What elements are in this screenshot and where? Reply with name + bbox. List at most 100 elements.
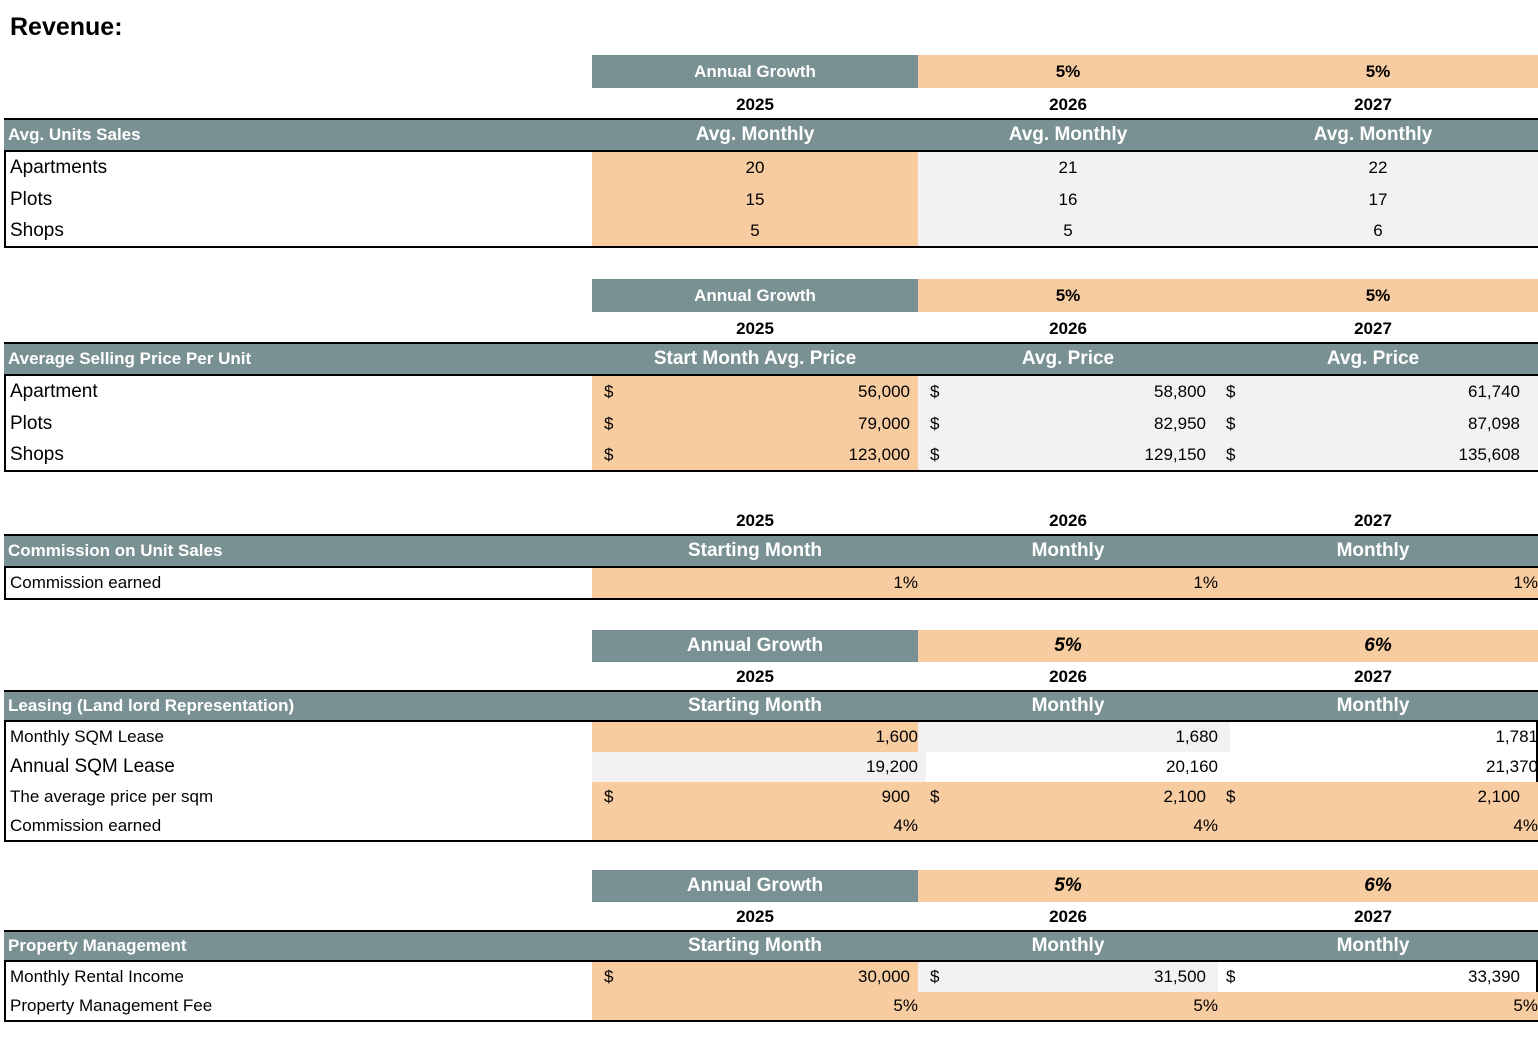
currency-symbol: $ — [604, 787, 614, 806]
units-shops-2027[interactable]: 6 — [1218, 216, 1538, 246]
rental-income-2027[interactable]: 33,390 — [1468, 967, 1520, 986]
row-label: Apartments — [10, 157, 108, 178]
commission-2027[interactable]: 1% — [1218, 568, 1538, 598]
cell-bg — [1218, 376, 1538, 408]
mgmt-fee-2026[interactable]: 5% — [918, 992, 1220, 1020]
growth-2027[interactable]: 5% — [1218, 55, 1538, 88]
price-col-2025: Start Month Avg. Price — [653, 348, 857, 369]
price-plots-2027[interactable]: 87,098 — [1468, 414, 1520, 433]
table-row: Plots $ 79,000 $ 82,950 $ 87,098 — [6, 408, 1538, 440]
year-2026: 2026 — [1049, 95, 1087, 114]
row-label: Shops — [10, 444, 64, 465]
price-table: Apartment $ 56,000 $ 58,800 $ 61,740 Plo… — [4, 376, 1538, 472]
leasing-commission-2027[interactable]: 4% — [1218, 812, 1538, 840]
mgmt-fee-2025[interactable]: 5% — [592, 992, 920, 1020]
leasing-monthly-2026[interactable]: 1,680 — [918, 722, 1230, 752]
growth-2026[interactable]: 5% — [918, 279, 1218, 312]
row-label: Shops — [10, 220, 64, 241]
price-plots-2026[interactable]: 82,950 — [1154, 414, 1206, 433]
rental-income-2026[interactable]: 31,500 — [1154, 967, 1206, 986]
leasing-monthly-2027[interactable]: 1,781 — [1495, 727, 1538, 746]
growth-2026[interactable]: 5% — [918, 55, 1218, 88]
units-shops-2026[interactable]: 5 — [918, 216, 1218, 246]
leasing-price-2025[interactable]: 900 — [881, 787, 910, 806]
row-label: The average price per sqm — [10, 787, 214, 806]
price-header-row: Average Selling Price Per Unit Start Mon… — [4, 342, 1538, 376]
commission-col-2026: Monthly — [1031, 540, 1105, 561]
growth-2026[interactable]: 5% — [918, 630, 1218, 662]
price-apartment-2025[interactable]: 56,000 — [858, 382, 910, 401]
cell-bg — [918, 440, 1218, 470]
price-col-2026: Avg. Price — [1021, 348, 1115, 369]
growth-2027[interactable]: 6% — [1218, 870, 1538, 902]
leasing-price-2026[interactable]: 2,100 — [1163, 787, 1206, 806]
property-table: Monthly Rental Income $ 30,000 $ 31,500 … — [4, 962, 1538, 1022]
currency-symbol: $ — [930, 445, 940, 464]
row-label: Commission earned — [10, 573, 162, 592]
currency-symbol: $ — [930, 414, 940, 433]
annual-growth-label: Annual Growth — [592, 630, 918, 662]
units-plots-2027[interactable]: 17 — [1218, 184, 1538, 216]
units-shops-2025[interactable]: 5 — [592, 216, 918, 246]
mgmt-fee-2027[interactable]: 5% — [1218, 992, 1538, 1020]
price-shops-2027[interactable]: 135,608 — [1458, 445, 1520, 464]
cell-bg — [918, 962, 1218, 992]
price-shops-2026[interactable]: 129,150 — [1144, 445, 1206, 464]
cell-bg — [592, 440, 918, 470]
cell-bg — [592, 376, 918, 408]
units-plots-2026[interactable]: 16 — [918, 184, 1218, 216]
row-label: Annual SQM Lease — [10, 756, 175, 777]
leasing-annual-2027[interactable]: 21,370 — [1486, 757, 1538, 776]
table-row: Monthly Rental Income $ 30,000 $ 31,500 … — [6, 962, 1536, 992]
rental-income-2025[interactable]: 30,000 — [858, 967, 910, 986]
price-apartment-2027[interactable]: 61,740 — [1468, 382, 1520, 401]
price-shops-2025[interactable]: 123,000 — [848, 445, 910, 464]
currency-symbol: $ — [604, 967, 614, 986]
year-2025: 2025 — [736, 319, 774, 338]
property-header-row: Property Management Starting Month Month… — [4, 930, 1538, 962]
price-plots-2025[interactable]: 79,000 — [858, 414, 910, 433]
leasing-commission-2026[interactable]: 4% — [918, 812, 1220, 840]
units-header-title: Avg. Units Sales — [8, 125, 141, 144]
units-apartments-2025[interactable]: 20 — [592, 152, 918, 184]
row-label: Property Management Fee — [10, 996, 213, 1015]
table-row: Monthly SQM Lease 1,600 1,680 1,781 — [6, 722, 1538, 752]
commission-2025[interactable]: 1% — [592, 568, 920, 598]
growth-2027[interactable]: 5% — [1218, 279, 1538, 312]
units-apartments-2026[interactable]: 21 — [918, 152, 1218, 184]
leasing-commission-2025[interactable]: 4% — [592, 812, 920, 840]
year-2025: 2025 — [736, 511, 774, 530]
year-2025: 2025 — [736, 667, 774, 686]
year-2027: 2027 — [1354, 319, 1392, 338]
growth-2026[interactable]: 5% — [918, 870, 1218, 902]
cell-bg — [1218, 440, 1538, 470]
cell-bg — [592, 408, 918, 440]
commission-col-2025: Starting Month — [687, 540, 823, 561]
currency-symbol: $ — [1226, 967, 1236, 986]
leasing-monthly-2025[interactable]: 1,600 — [592, 722, 926, 752]
year-2027: 2027 — [1354, 907, 1392, 926]
row-label: Apartment — [10, 381, 98, 402]
leasing-price-2027[interactable]: 2,100 — [1477, 787, 1520, 806]
year-2025: 2025 — [736, 907, 774, 926]
leasing-col-2025: Starting Month — [687, 695, 823, 716]
currency-symbol: $ — [604, 414, 614, 433]
commission-table: Commission earned 1% 1% 1% — [4, 568, 1538, 600]
property-header-title: Property Management — [8, 936, 187, 955]
leasing-annual-2025[interactable]: 19,200 — [592, 752, 926, 782]
leasing-annual-2026[interactable]: 20,160 — [1166, 757, 1218, 776]
commission-2026[interactable]: 1% — [918, 568, 1220, 598]
price-apartment-2026[interactable]: 58,800 — [1154, 382, 1206, 401]
units-plots-2025[interactable]: 15 — [592, 184, 918, 216]
table-row: Plots 15 16 17 — [6, 184, 1538, 216]
leasing-table: Monthly SQM Lease 1,600 1,680 1,781 Annu… — [4, 722, 1538, 842]
table-row: Shops $ 123,000 $ 129,150 $ 135,608 — [6, 440, 1538, 470]
annual-growth-label: Annual Growth — [592, 279, 918, 312]
growth-2027[interactable]: 6% — [1218, 630, 1538, 662]
units-col-2027: Avg. Monthly — [1313, 124, 1433, 145]
currency-symbol: $ — [1226, 414, 1236, 433]
units-apartments-2027[interactable]: 22 — [1218, 152, 1538, 184]
row-label: Monthly Rental Income — [10, 967, 184, 986]
leasing-col-2027: Monthly — [1336, 695, 1410, 716]
table-row: Shops 5 5 6 — [6, 216, 1538, 246]
